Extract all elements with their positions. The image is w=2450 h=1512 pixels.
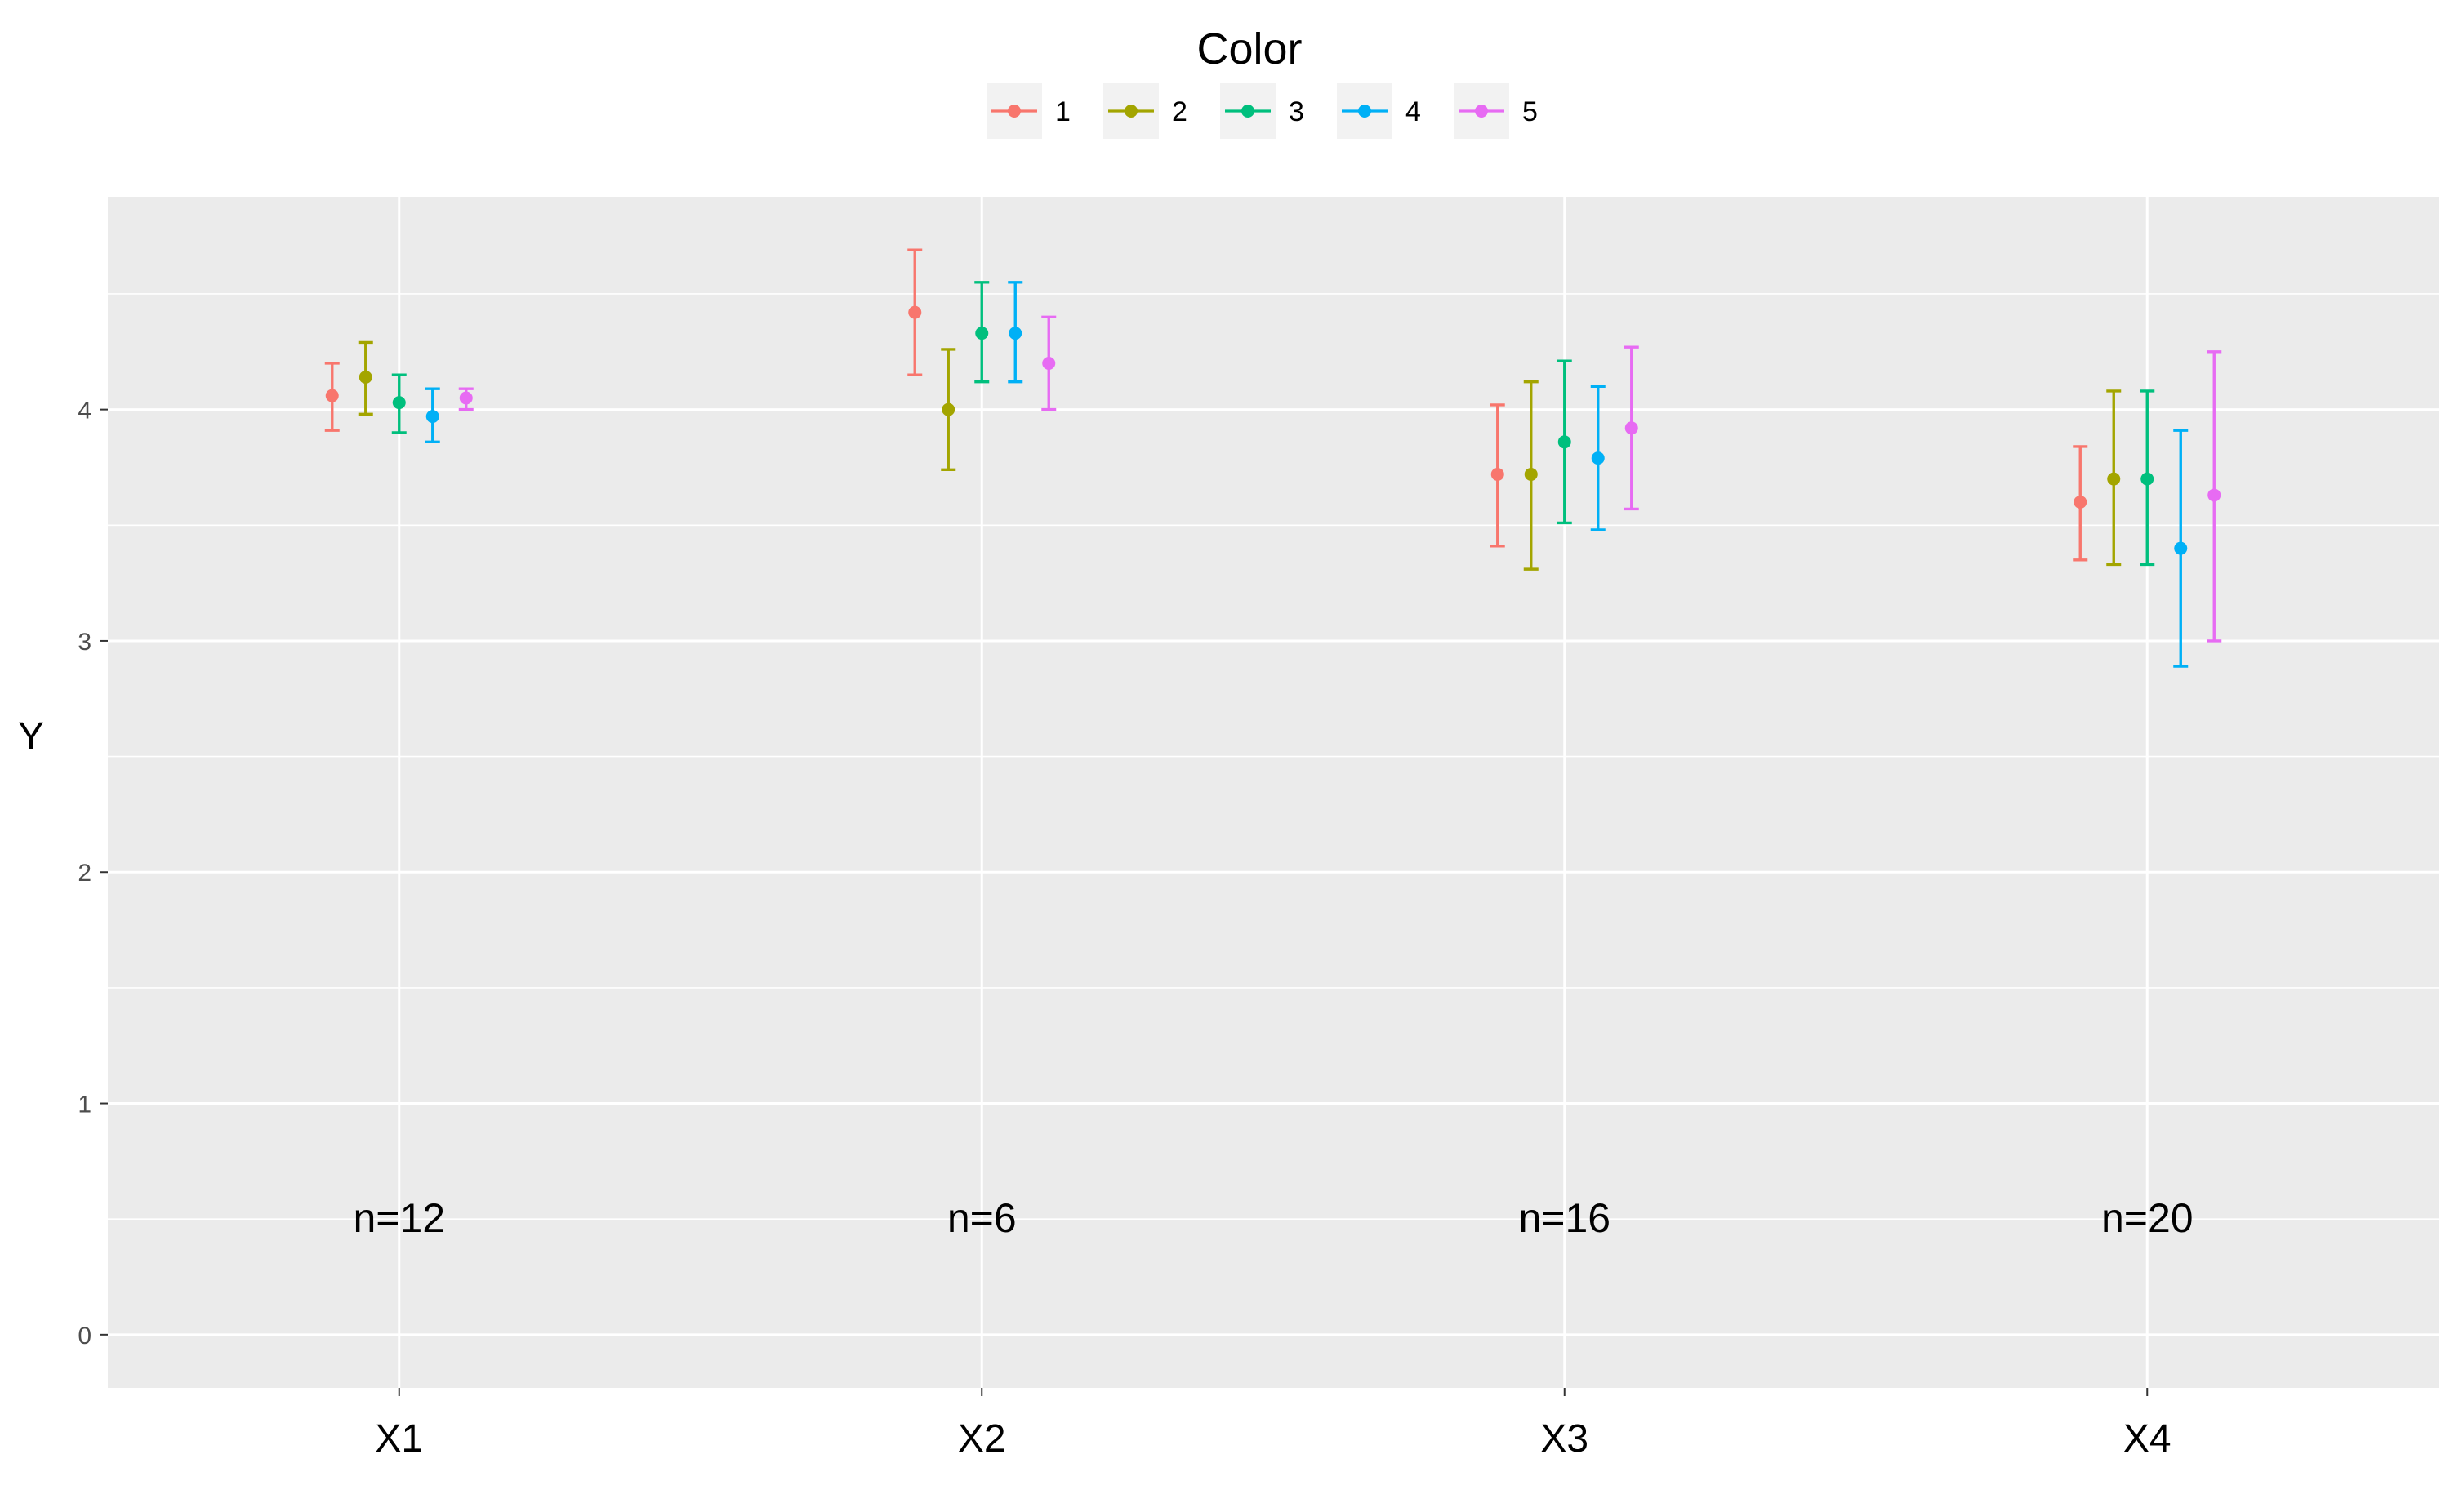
series-1 [324, 248, 2088, 562]
grid-major [108, 197, 2439, 1388]
data-point [908, 305, 922, 319]
legend-key-point [1125, 105, 1138, 118]
legend-item-1: 1 [987, 83, 1071, 139]
x-tick-label: X4 [2123, 1417, 2172, 1461]
series-3 [391, 281, 2155, 567]
data-point [942, 402, 956, 416]
sample-size-label: n=6 [947, 1195, 1017, 1241]
data-point [1490, 467, 1504, 481]
data-point [2107, 472, 2121, 486]
grid-minor [108, 293, 2439, 1220]
data-point [2207, 488, 2221, 502]
data-point [425, 410, 439, 424]
data-point [1524, 467, 1538, 481]
x-tick-label: X2 [958, 1417, 1006, 1461]
y-tick-label: 1 [78, 1092, 91, 1118]
sample-size-label: n=16 [1518, 1195, 1610, 1241]
legend-items: 1 2 3 4 5 [987, 83, 1538, 139]
series-5 [458, 315, 2222, 643]
legend: Color 1 2 3 4 5 [987, 24, 1538, 139]
data-point [2074, 495, 2087, 509]
plot-panel [108, 197, 2439, 1388]
legend-title: Color [1196, 24, 1302, 73]
sample-size-annotations: n=12 n=6 n=16 n=20 [353, 1195, 2193, 1241]
data-point [2140, 472, 2154, 486]
data-point [359, 370, 372, 384]
legend-item-4: 4 [1337, 83, 1421, 139]
data-point [1042, 356, 1056, 370]
legend-label: 5 [1522, 96, 1538, 127]
data-point [1624, 421, 1638, 435]
legend-key-point [1358, 105, 1371, 118]
y-tick-label: 0 [78, 1323, 91, 1350]
legend-key-point [1241, 105, 1254, 118]
legend-item-5: 5 [1454, 83, 1538, 139]
series-2 [358, 340, 2122, 571]
data-point [1591, 451, 1605, 465]
y-tick-label: 2 [78, 860, 91, 887]
x-tick-label: X1 [375, 1417, 423, 1461]
legend-label: 4 [1405, 96, 1421, 127]
series-4 [425, 281, 2189, 668]
data-point [325, 389, 339, 402]
legend-key-point [1008, 105, 1021, 118]
data-point [392, 396, 406, 410]
data-point [975, 327, 989, 340]
y-axis-title: Y [18, 715, 44, 758]
legend-label: 3 [1289, 96, 1304, 127]
data-point [2174, 541, 2188, 555]
data-point [459, 391, 473, 405]
data-marks [324, 248, 2222, 668]
sample-size-label: n=12 [353, 1195, 445, 1241]
x-tick-label: X3 [1540, 1417, 1588, 1461]
data-point [1557, 435, 1571, 449]
legend-item-2: 2 [1103, 83, 1187, 139]
legend-label: 2 [1172, 96, 1187, 127]
legend-label: 1 [1055, 96, 1071, 127]
y-tick-label: 4 [78, 398, 91, 425]
sample-size-label: n=20 [2101, 1195, 2194, 1241]
legend-key-point [1475, 105, 1488, 118]
legend-item-3: 3 [1220, 83, 1304, 139]
y-axis: 0 1 2 3 4 [78, 398, 108, 1350]
data-point [1009, 327, 1022, 340]
x-axis: X1 X2 X3 X4 [375, 1388, 2172, 1461]
y-tick-label: 3 [78, 629, 91, 656]
